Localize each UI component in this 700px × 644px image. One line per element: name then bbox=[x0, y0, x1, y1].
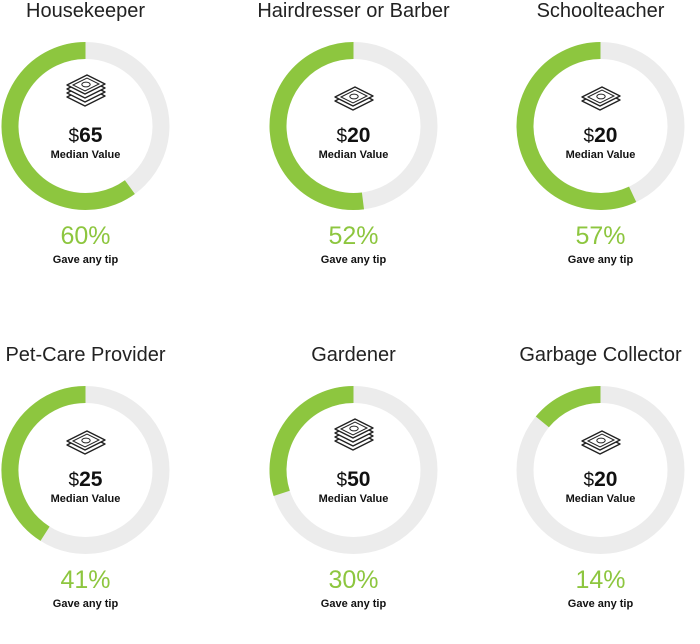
currency-symbol: $ bbox=[336, 126, 348, 147]
median-value: $20 bbox=[484, 124, 700, 148]
donut-chart bbox=[1, 386, 170, 554]
gave-tip-label: Gave any tip bbox=[320, 598, 387, 610]
median-value: $50 bbox=[237, 468, 470, 492]
donut-arc bbox=[1, 386, 86, 541]
median-label: Median Value bbox=[318, 493, 389, 505]
donut-arc bbox=[269, 42, 365, 210]
gave-tip-label: Gave any tip bbox=[567, 598, 634, 610]
chart-panel-hairdresser-or-barber: Hairdresser or Barber $20 Median Value 5… bbox=[237, 0, 470, 300]
median-amount: 50 bbox=[347, 468, 371, 491]
gave-tip-label: Gave any tip bbox=[52, 598, 119, 610]
money-stack-large-icon bbox=[65, 74, 106, 107]
panel-title: Gardener bbox=[311, 344, 396, 366]
gave-tip-label: Gave any tip bbox=[52, 254, 119, 266]
currency-symbol: $ bbox=[336, 470, 348, 491]
median-value: $20 bbox=[237, 124, 470, 148]
median-value: $20 bbox=[484, 468, 700, 492]
median-amount: 20 bbox=[347, 124, 371, 147]
panel-title: Pet-Care Provider bbox=[5, 344, 166, 366]
median-amount: 20 bbox=[594, 468, 618, 491]
money-stack-small-icon bbox=[580, 430, 621, 455]
chart-panel-garbage-collector: Garbage Collector $20 Median Value 14% G… bbox=[484, 344, 700, 644]
money-stack-small-icon bbox=[65, 430, 106, 455]
median-label: Median Value bbox=[50, 149, 121, 161]
percent-label: 30% bbox=[328, 566, 379, 594]
money-stack-large-icon bbox=[333, 418, 374, 451]
median-label: Median Value bbox=[565, 149, 636, 161]
percent-label: 41% bbox=[60, 566, 111, 594]
gave-tip-label: Gave any tip bbox=[320, 254, 387, 266]
percent-label: 57% bbox=[575, 222, 626, 250]
median-value: $25 bbox=[0, 468, 202, 492]
chart-panel-pet-care-provider: Pet-Care Provider $25 Median Value 41% G… bbox=[0, 344, 202, 644]
median-label: Median Value bbox=[318, 149, 389, 161]
currency-symbol: $ bbox=[68, 126, 80, 147]
donut-chart bbox=[269, 42, 438, 210]
currency-symbol: $ bbox=[583, 470, 595, 491]
chart-panel-gardener: Gardener $50 Median Value 30% Gave any t… bbox=[237, 344, 470, 644]
currency-symbol: $ bbox=[583, 126, 595, 147]
percent-label: 60% bbox=[60, 222, 111, 250]
money-stack-small-icon bbox=[580, 86, 621, 111]
donut-chart bbox=[516, 386, 685, 554]
median-label: Median Value bbox=[565, 493, 636, 505]
percent-label: 52% bbox=[328, 222, 379, 250]
panel-title: Garbage Collector bbox=[519, 344, 682, 366]
donut-arc bbox=[535, 386, 601, 428]
donut-chart bbox=[516, 42, 685, 210]
donut-chart bbox=[1, 42, 170, 210]
currency-symbol: $ bbox=[68, 470, 80, 491]
panel-title: Schoolteacher bbox=[536, 0, 665, 22]
panel-title: Housekeeper bbox=[26, 0, 145, 22]
median-amount: 65 bbox=[79, 124, 103, 147]
donut-chart bbox=[269, 386, 438, 554]
gave-tip-label: Gave any tip bbox=[567, 254, 634, 266]
donut-arc bbox=[269, 386, 354, 496]
money-stack-small-icon bbox=[333, 86, 374, 111]
median-value: $65 bbox=[0, 124, 202, 148]
median-amount: 20 bbox=[594, 124, 618, 147]
chart-panel-schoolteacher: Schoolteacher $20 Median Value 57% Gave … bbox=[484, 0, 700, 300]
median-amount: 25 bbox=[79, 468, 103, 491]
donut-arc bbox=[516, 42, 637, 210]
median-label: Median Value bbox=[50, 493, 121, 505]
donut-arc bbox=[1, 42, 135, 210]
panel-title: Hairdresser or Barber bbox=[257, 0, 450, 22]
chart-panel-housekeeper: Housekeeper $65 Median Value 60% Gave an… bbox=[0, 0, 202, 300]
percent-label: 14% bbox=[575, 566, 626, 594]
